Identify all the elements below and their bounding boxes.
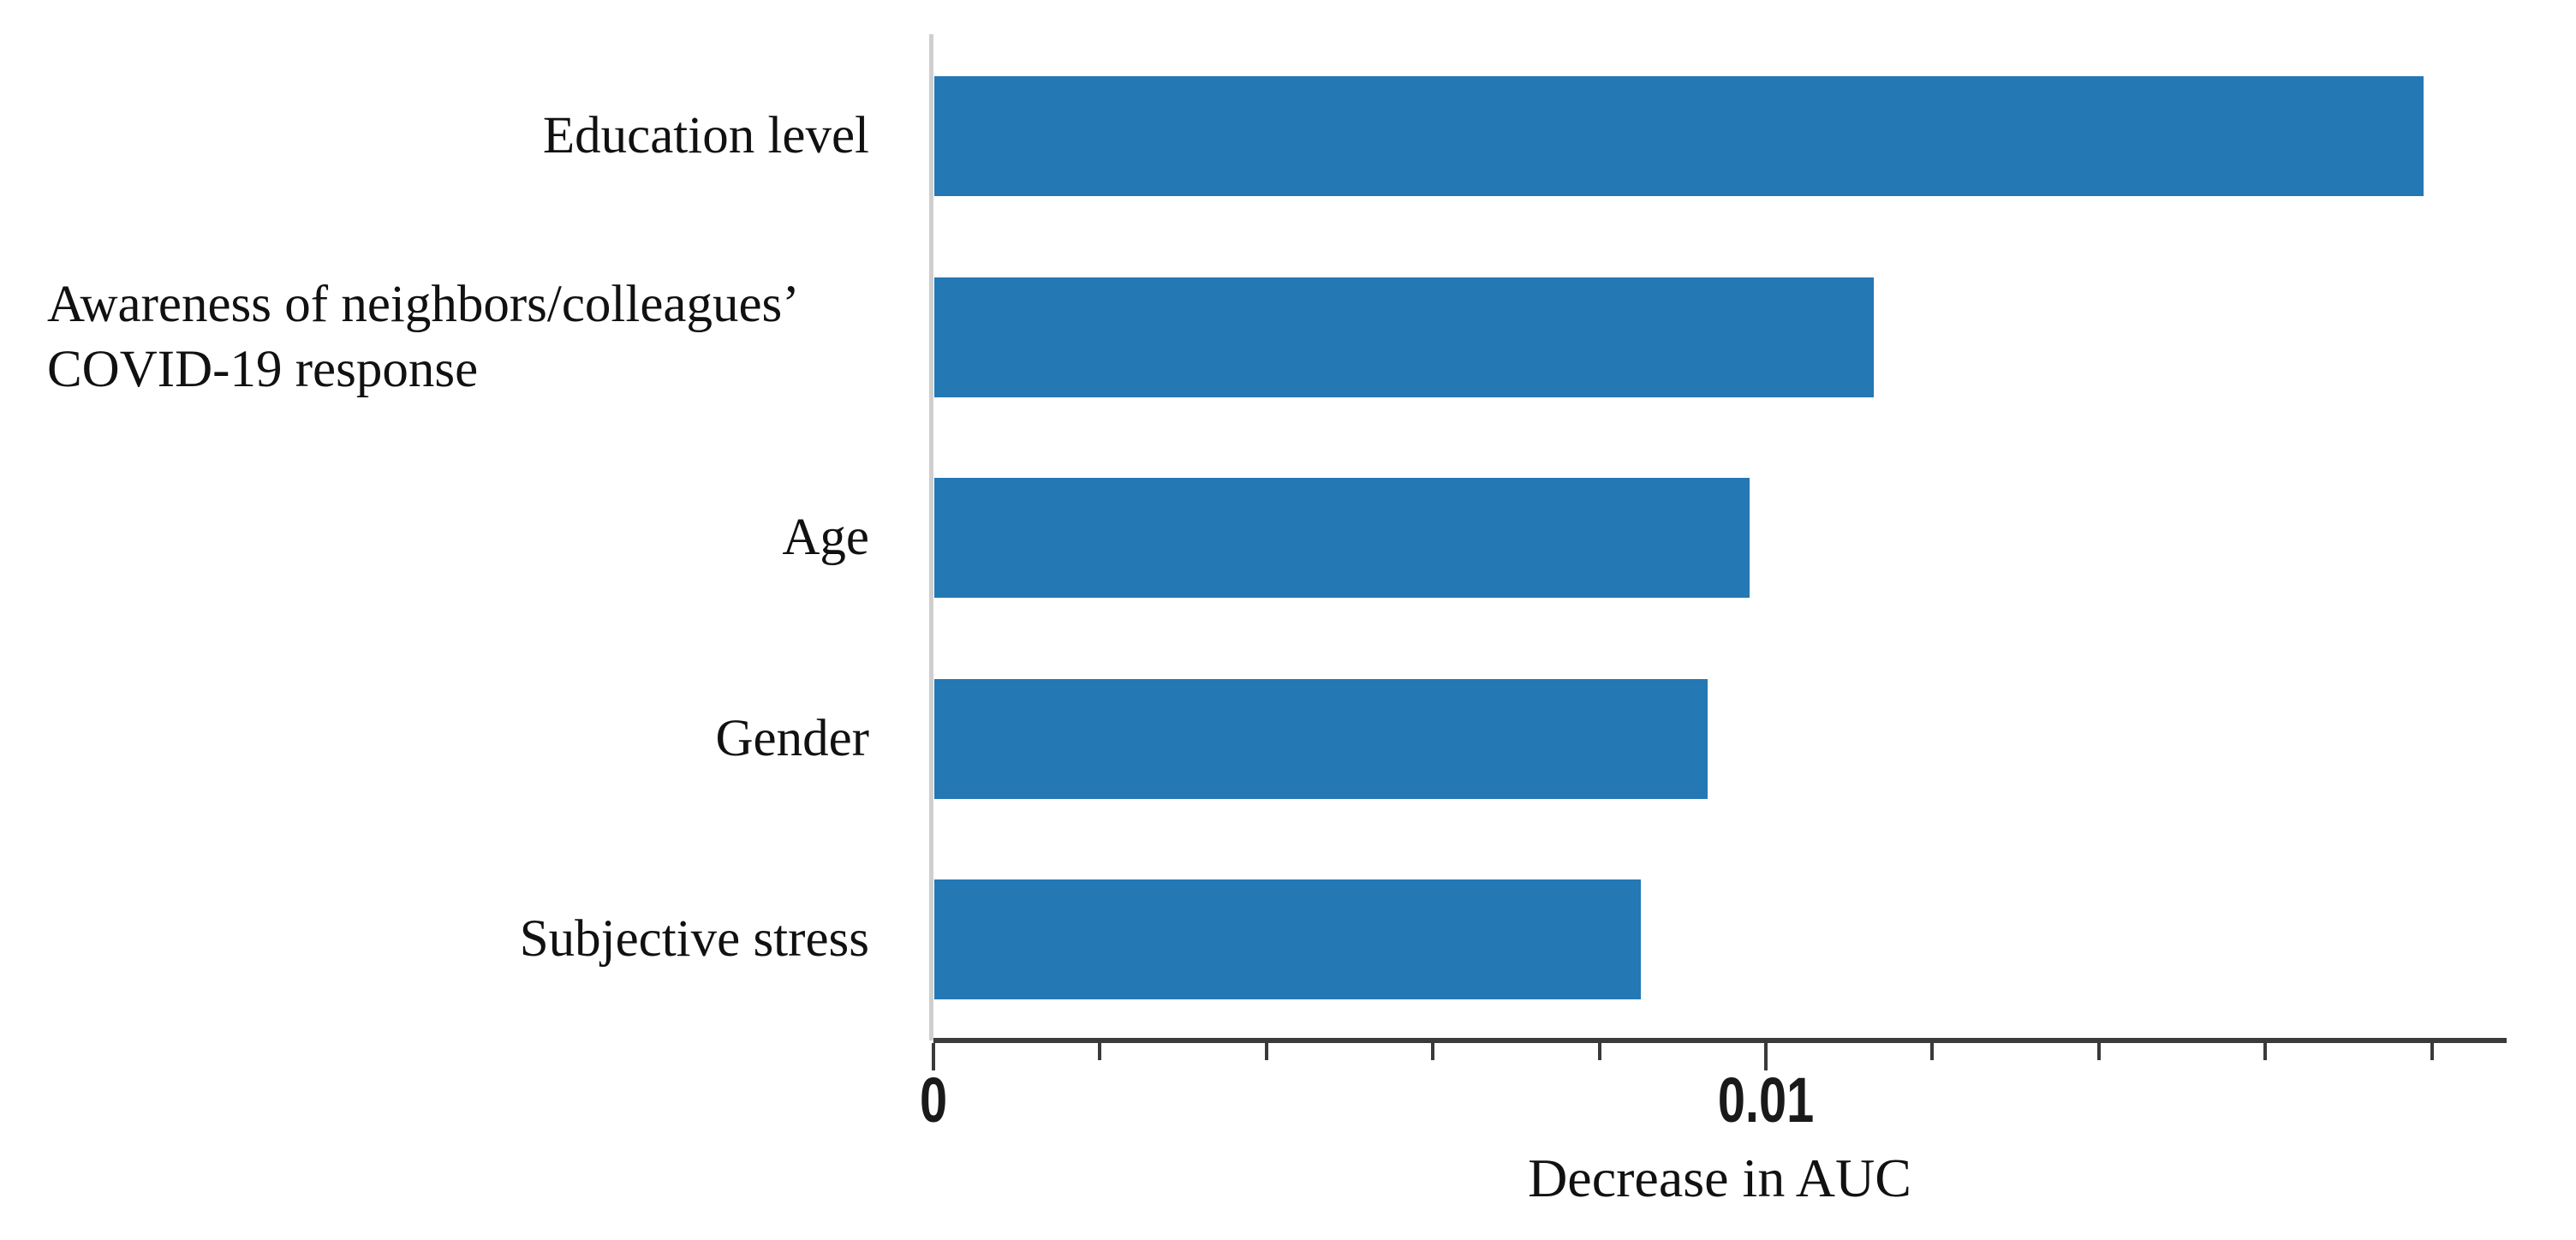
category-label-subjective-stress: Subjective stress [47, 907, 869, 972]
x-tick-major-0 [932, 1043, 935, 1070]
x-axis-line [933, 1038, 2507, 1043]
category-label-age: Age [47, 505, 869, 570]
y-axis-spine [929, 34, 933, 1040]
bar-awareness-of-neighbors-colleagues [934, 277, 1875, 397]
x-tick-minor-0.004 [1264, 1043, 1268, 1060]
x-tick-minor-0.012 [1930, 1043, 1935, 1060]
x-tick-minor-0.008 [1597, 1043, 1601, 1060]
category-label-line: Age [782, 509, 869, 566]
x-tick-minor-0.018 [2430, 1043, 2434, 1060]
x-tick-minor-0.016 [2263, 1043, 2268, 1060]
category-label-line: Awareness of neighbors/colleagues’ [47, 275, 800, 333]
x-tick-label-0.01: 0.01 [1717, 1064, 1815, 1136]
bar-gender [934, 678, 1708, 799]
x-tick-major-0.01 [1764, 1043, 1768, 1070]
category-label-gender: Gender [47, 706, 869, 772]
category-label-education-level: Education level [47, 104, 869, 169]
x-tick-minor-0.014 [2096, 1043, 2101, 1060]
category-label-line: COVID-19 response [47, 340, 479, 398]
bar-subjective-stress [934, 879, 1642, 999]
bar-education-level [934, 76, 2424, 196]
category-label-line: Education level [542, 107, 869, 164]
x-tick-minor-0.002 [1098, 1043, 1102, 1060]
x-tick-label-0: 0 [919, 1064, 948, 1136]
category-label-awareness-of-neighbors-colleagues: Awareness of neighbors/colleagues’ COVID-… [47, 272, 869, 402]
x-axis-title: Decrease in AUC [1528, 1148, 1911, 1208]
x-tick-minor-0.006 [1431, 1043, 1435, 1060]
bar-age [934, 478, 1750, 598]
category-label-line: Gender [715, 709, 869, 767]
category-label-line: Subjective stress [519, 910, 869, 968]
